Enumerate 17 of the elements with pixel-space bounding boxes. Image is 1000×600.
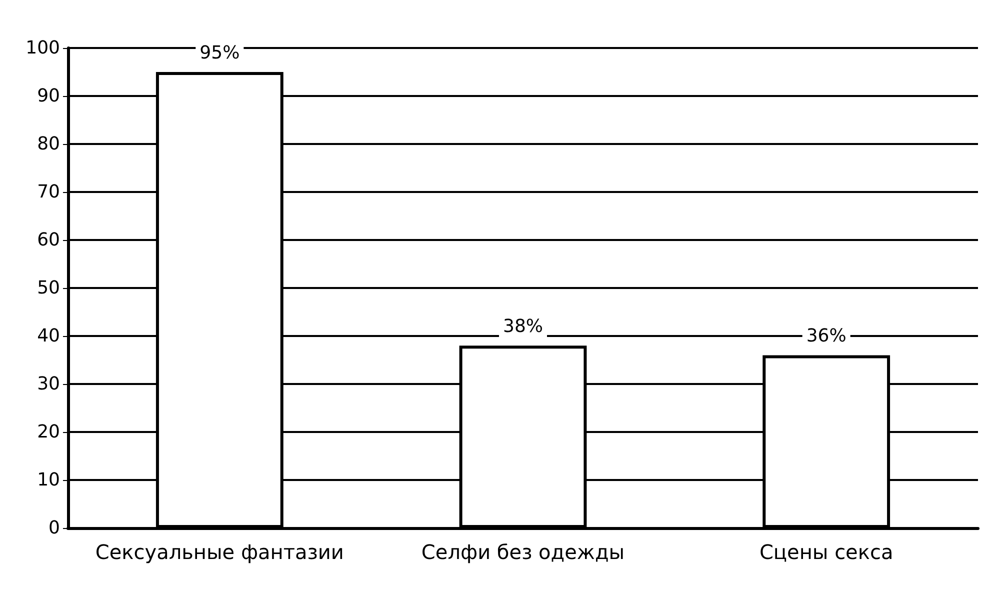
x-tick-label: Селфи без одежды bbox=[421, 540, 625, 564]
y-tick-label: 50 bbox=[37, 278, 60, 298]
y-tick-label: 60 bbox=[37, 230, 60, 250]
y-tick-label: 90 bbox=[37, 86, 60, 106]
x-tick-label: Сексуальные фантазии bbox=[95, 540, 344, 564]
y-tick-label: 0 bbox=[48, 518, 60, 538]
y-tick-label: 80 bbox=[37, 134, 60, 154]
data-label: 95% bbox=[200, 42, 240, 64]
data-label: 36% bbox=[806, 326, 846, 347]
y-tick-label: 40 bbox=[37, 326, 60, 346]
y-tick-label: 100 bbox=[26, 38, 60, 58]
y-tick-label: 10 bbox=[37, 470, 60, 490]
y-tick-label: 30 bbox=[37, 374, 60, 394]
y-tick-label: 20 bbox=[37, 422, 60, 442]
y-tick-label: 70 bbox=[37, 182, 60, 202]
x-tick-label: Сцены секса bbox=[759, 540, 894, 564]
data-label: 38% bbox=[502, 316, 544, 338]
